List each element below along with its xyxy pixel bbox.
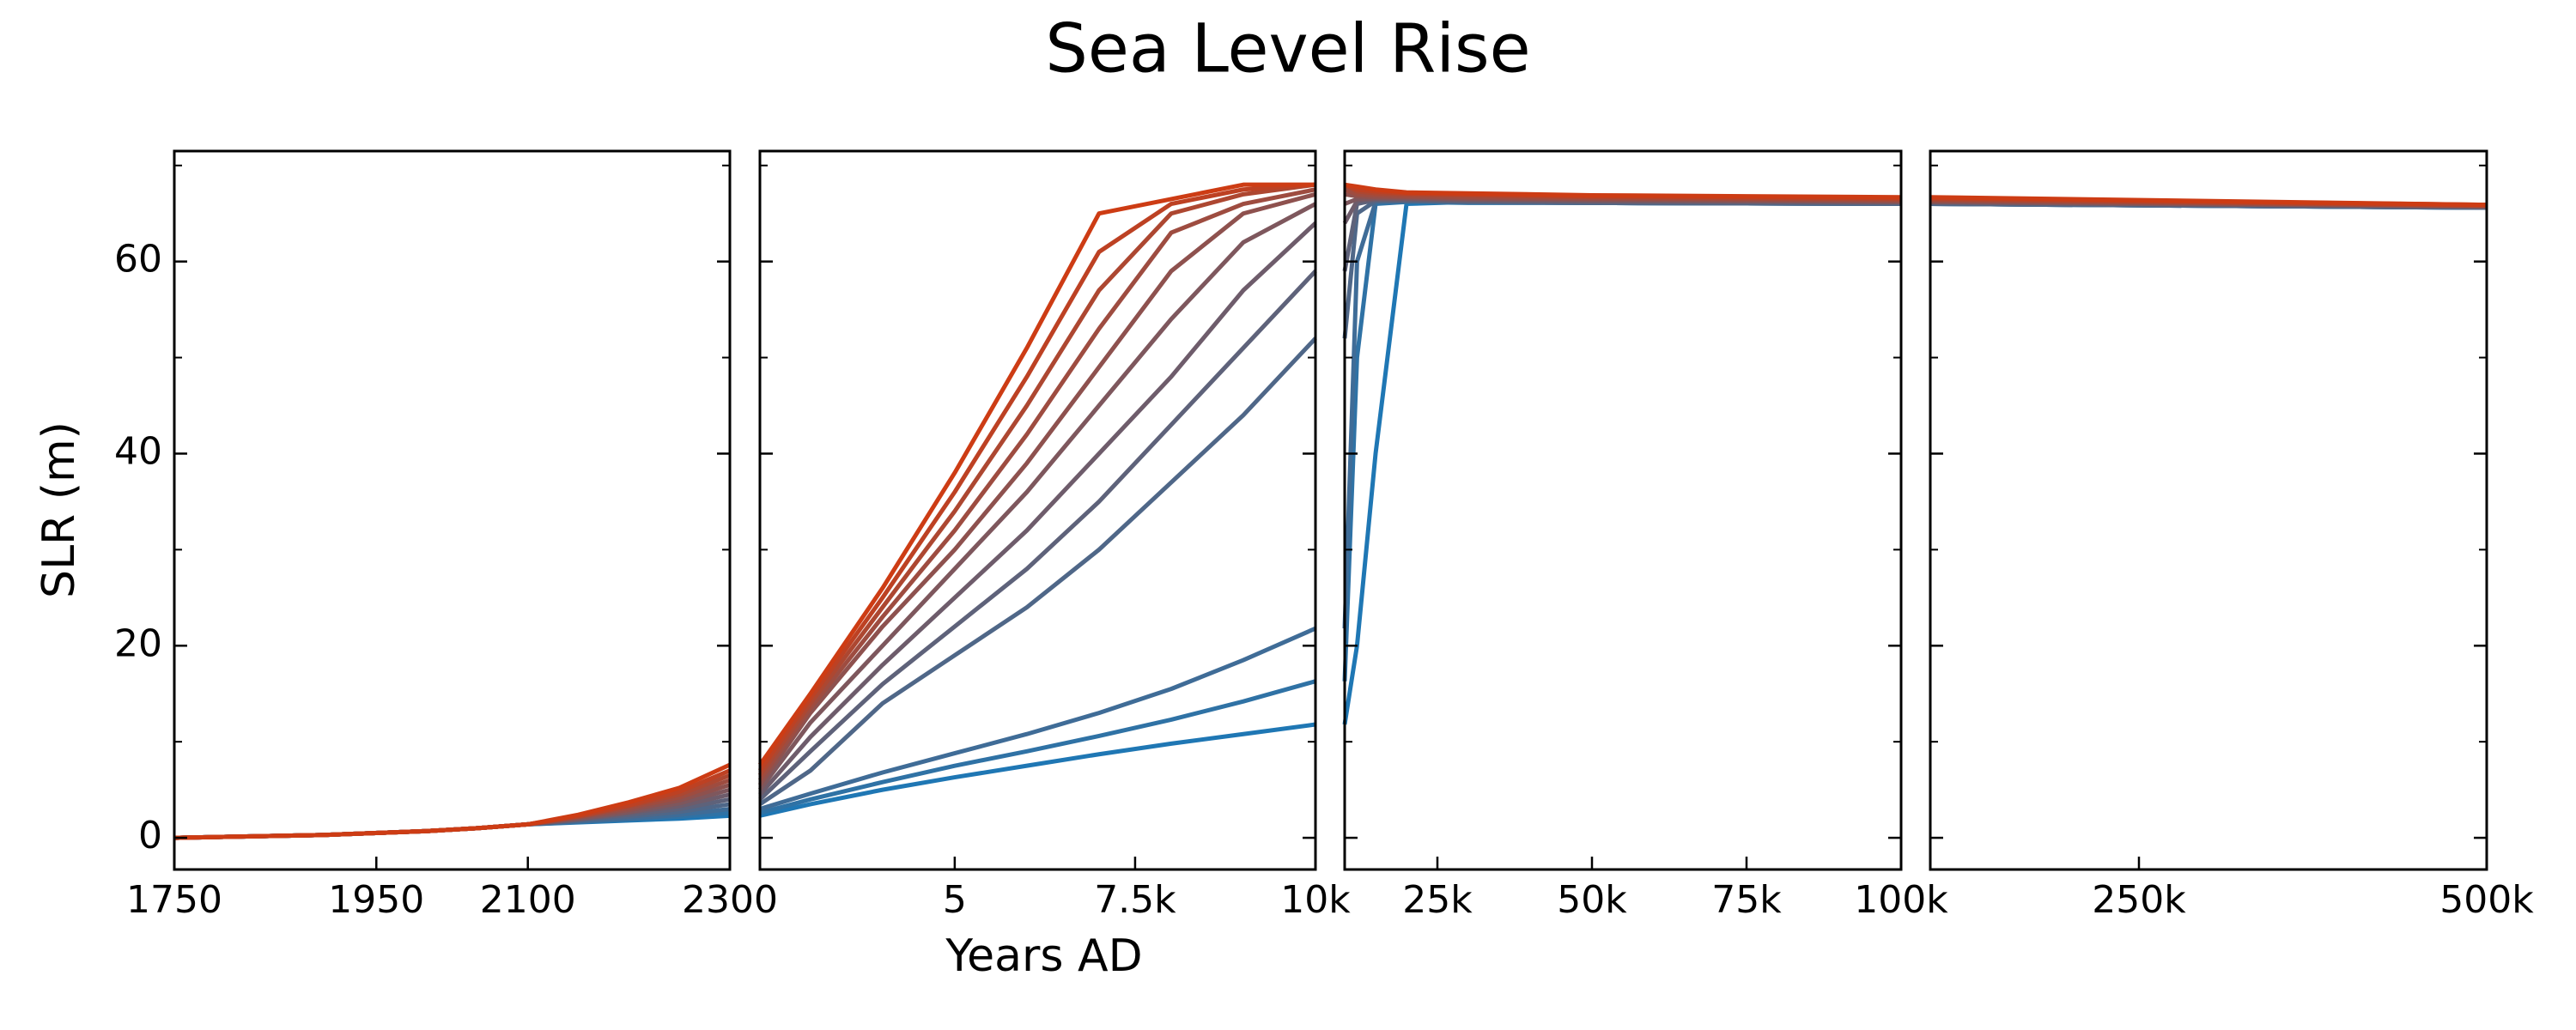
data-line xyxy=(758,336,1317,806)
data-line xyxy=(1342,197,1902,272)
data-line xyxy=(757,182,1316,772)
data-line xyxy=(173,762,732,840)
data-line xyxy=(1342,199,1902,725)
x-tick-label: 1950 xyxy=(328,878,424,922)
x-tick-label: 100k xyxy=(1854,878,1948,922)
data-line xyxy=(757,187,1316,782)
plot-frame xyxy=(758,149,1317,871)
x-tick-label: 25k xyxy=(1402,878,1473,922)
x-tick-label: 500k xyxy=(2439,878,2534,922)
data-line xyxy=(757,182,1315,766)
x-axis-label: Years AD xyxy=(945,930,1142,982)
data-line xyxy=(1342,198,1902,629)
x-tick-label: 75k xyxy=(1711,878,1782,922)
data-line xyxy=(758,202,1317,791)
y-tick-label: 60 xyxy=(114,238,162,282)
data-line xyxy=(757,182,1316,777)
data-line xyxy=(758,270,1317,802)
data-line xyxy=(759,626,1317,811)
data-line xyxy=(758,221,1317,797)
x-tick-label: 250k xyxy=(2092,878,2186,922)
data-line xyxy=(759,722,1316,818)
chart-title: Sea Level Rise xyxy=(1045,10,1530,88)
x-tick-label: 1750 xyxy=(126,878,222,922)
x-tick-label: 2300 xyxy=(682,878,778,922)
y-tick-label: 40 xyxy=(114,429,162,473)
plot-frame xyxy=(1343,149,1903,871)
y-tick-label: 0 xyxy=(138,814,162,857)
y-axis-label: SLR (m) xyxy=(33,421,85,598)
x-tick-label: 10k xyxy=(1280,878,1351,922)
x-tick-label: 7.5k xyxy=(1094,878,1176,922)
data-line xyxy=(1342,198,1902,339)
x-tick-label: 2100 xyxy=(480,878,576,922)
data-line xyxy=(1929,195,2488,208)
x-tick-label: 5 xyxy=(943,878,967,922)
x-tick-label: 50k xyxy=(1557,878,1627,922)
y-tick-label: 20 xyxy=(114,621,162,665)
data-line xyxy=(759,679,1316,815)
plot-frame xyxy=(1929,149,2488,871)
plot-frame xyxy=(173,149,732,871)
data-line xyxy=(1344,182,1902,200)
data-line xyxy=(757,191,1316,786)
data-line xyxy=(1342,199,1902,682)
